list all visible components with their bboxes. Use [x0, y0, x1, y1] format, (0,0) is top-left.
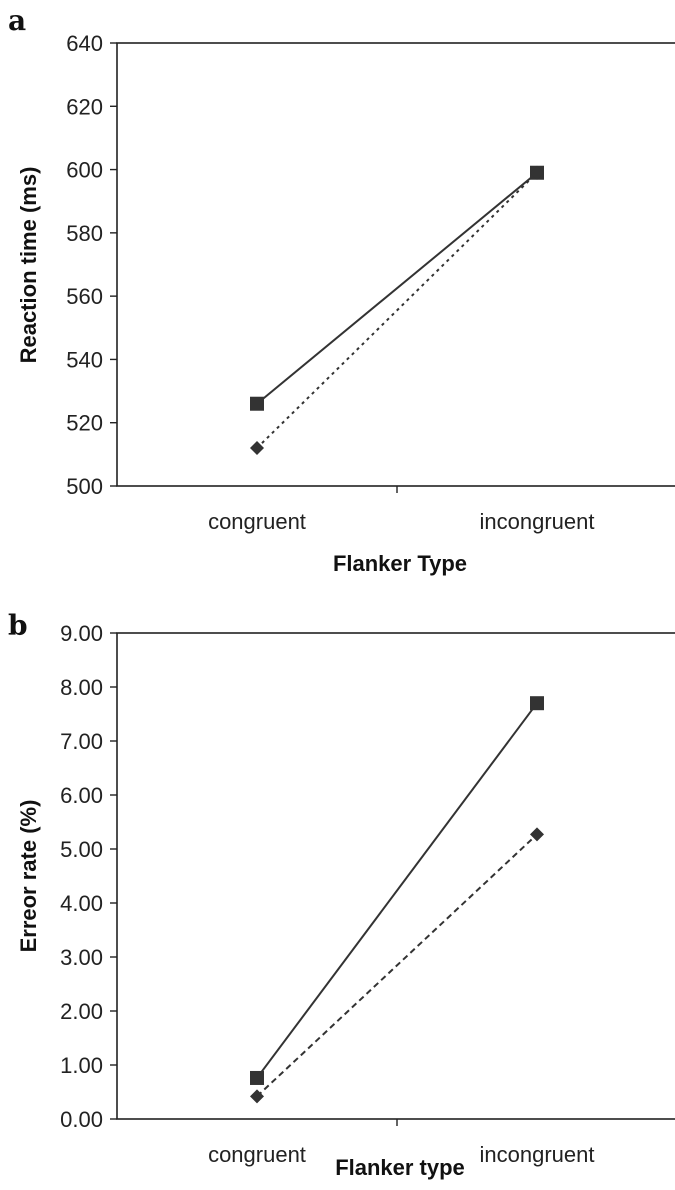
y-tick-label: 7.00 — [60, 729, 103, 754]
plot-area-b — [116, 632, 675, 1120]
y-axis-title-a: Reaction time (ms) — [16, 167, 41, 364]
diamond-marker — [250, 441, 264, 456]
chart-panel-b: b 0.00 1.00 2.00 3.00 4.00 5.00 6.00 7.00 8.00 9.… — [8, 609, 675, 1180]
x-axis-b: congruent incongruent — [208, 1119, 594, 1167]
series-line-1 — [256, 702, 538, 1079]
plot-area-a — [116, 42, 675, 487]
y-tick-label: 580 — [66, 221, 103, 246]
series-line-1 — [256, 171, 538, 405]
y-tick-label: 9.00 — [60, 621, 103, 646]
x-tick-label: congruent — [208, 1142, 306, 1167]
series-line-2 — [256, 833, 538, 1098]
y-tick-label: 2.00 — [60, 999, 103, 1024]
y-tick-label: 540 — [66, 347, 103, 372]
y-tick-label: 5.00 — [60, 837, 103, 862]
y-tick-label: 6.00 — [60, 783, 103, 808]
y-tick-label: 500 — [66, 474, 103, 499]
y-tick-label: 0.00 — [60, 1107, 103, 1132]
x-axis-title-a: Flanker Type — [333, 551, 467, 576]
square-marker — [250, 396, 264, 411]
square-marker — [250, 1070, 264, 1085]
panel-label-a: a — [8, 4, 26, 37]
x-tick-label: incongruent — [480, 509, 595, 534]
series-line-2 — [256, 172, 538, 449]
y-axis-a: 500 520 540 560 580 600 620 640 — [66, 31, 117, 499]
panel-label-b: b — [8, 609, 28, 642]
chart-panel-a: a 500 520 540 560 580 600 620 640 congruent inco… — [8, 4, 675, 576]
x-axis-title-b: Flanker type — [335, 1155, 465, 1180]
y-axis-b: 0.00 1.00 2.00 3.00 4.00 5.00 6.00 7.00 8.00 9.00 — [60, 621, 117, 1132]
y-tick-label: 560 — [66, 284, 103, 309]
x-tick-label: congruent — [208, 509, 306, 534]
x-tick-label: incongruent — [480, 1142, 595, 1167]
diamond-marker — [250, 1089, 264, 1104]
series-group-b — [250, 696, 544, 1104]
y-tick-label: 520 — [66, 411, 103, 436]
diamond-marker — [530, 165, 544, 180]
y-tick-label: 4.00 — [60, 891, 103, 916]
diamond-marker — [530, 827, 544, 842]
y-tick-label: 3.00 — [60, 945, 103, 970]
series-group-a — [250, 165, 544, 456]
y-tick-label: 640 — [66, 31, 103, 56]
y-tick-label: 1.00 — [60, 1053, 103, 1078]
y-tick-label: 8.00 — [60, 675, 103, 700]
y-axis-title-b: Erreor rate (%) — [16, 800, 41, 953]
y-tick-label: 620 — [66, 94, 103, 119]
x-axis-a: congruent incongruent — [208, 486, 594, 534]
square-marker — [530, 696, 544, 711]
y-tick-label: 600 — [66, 158, 103, 183]
